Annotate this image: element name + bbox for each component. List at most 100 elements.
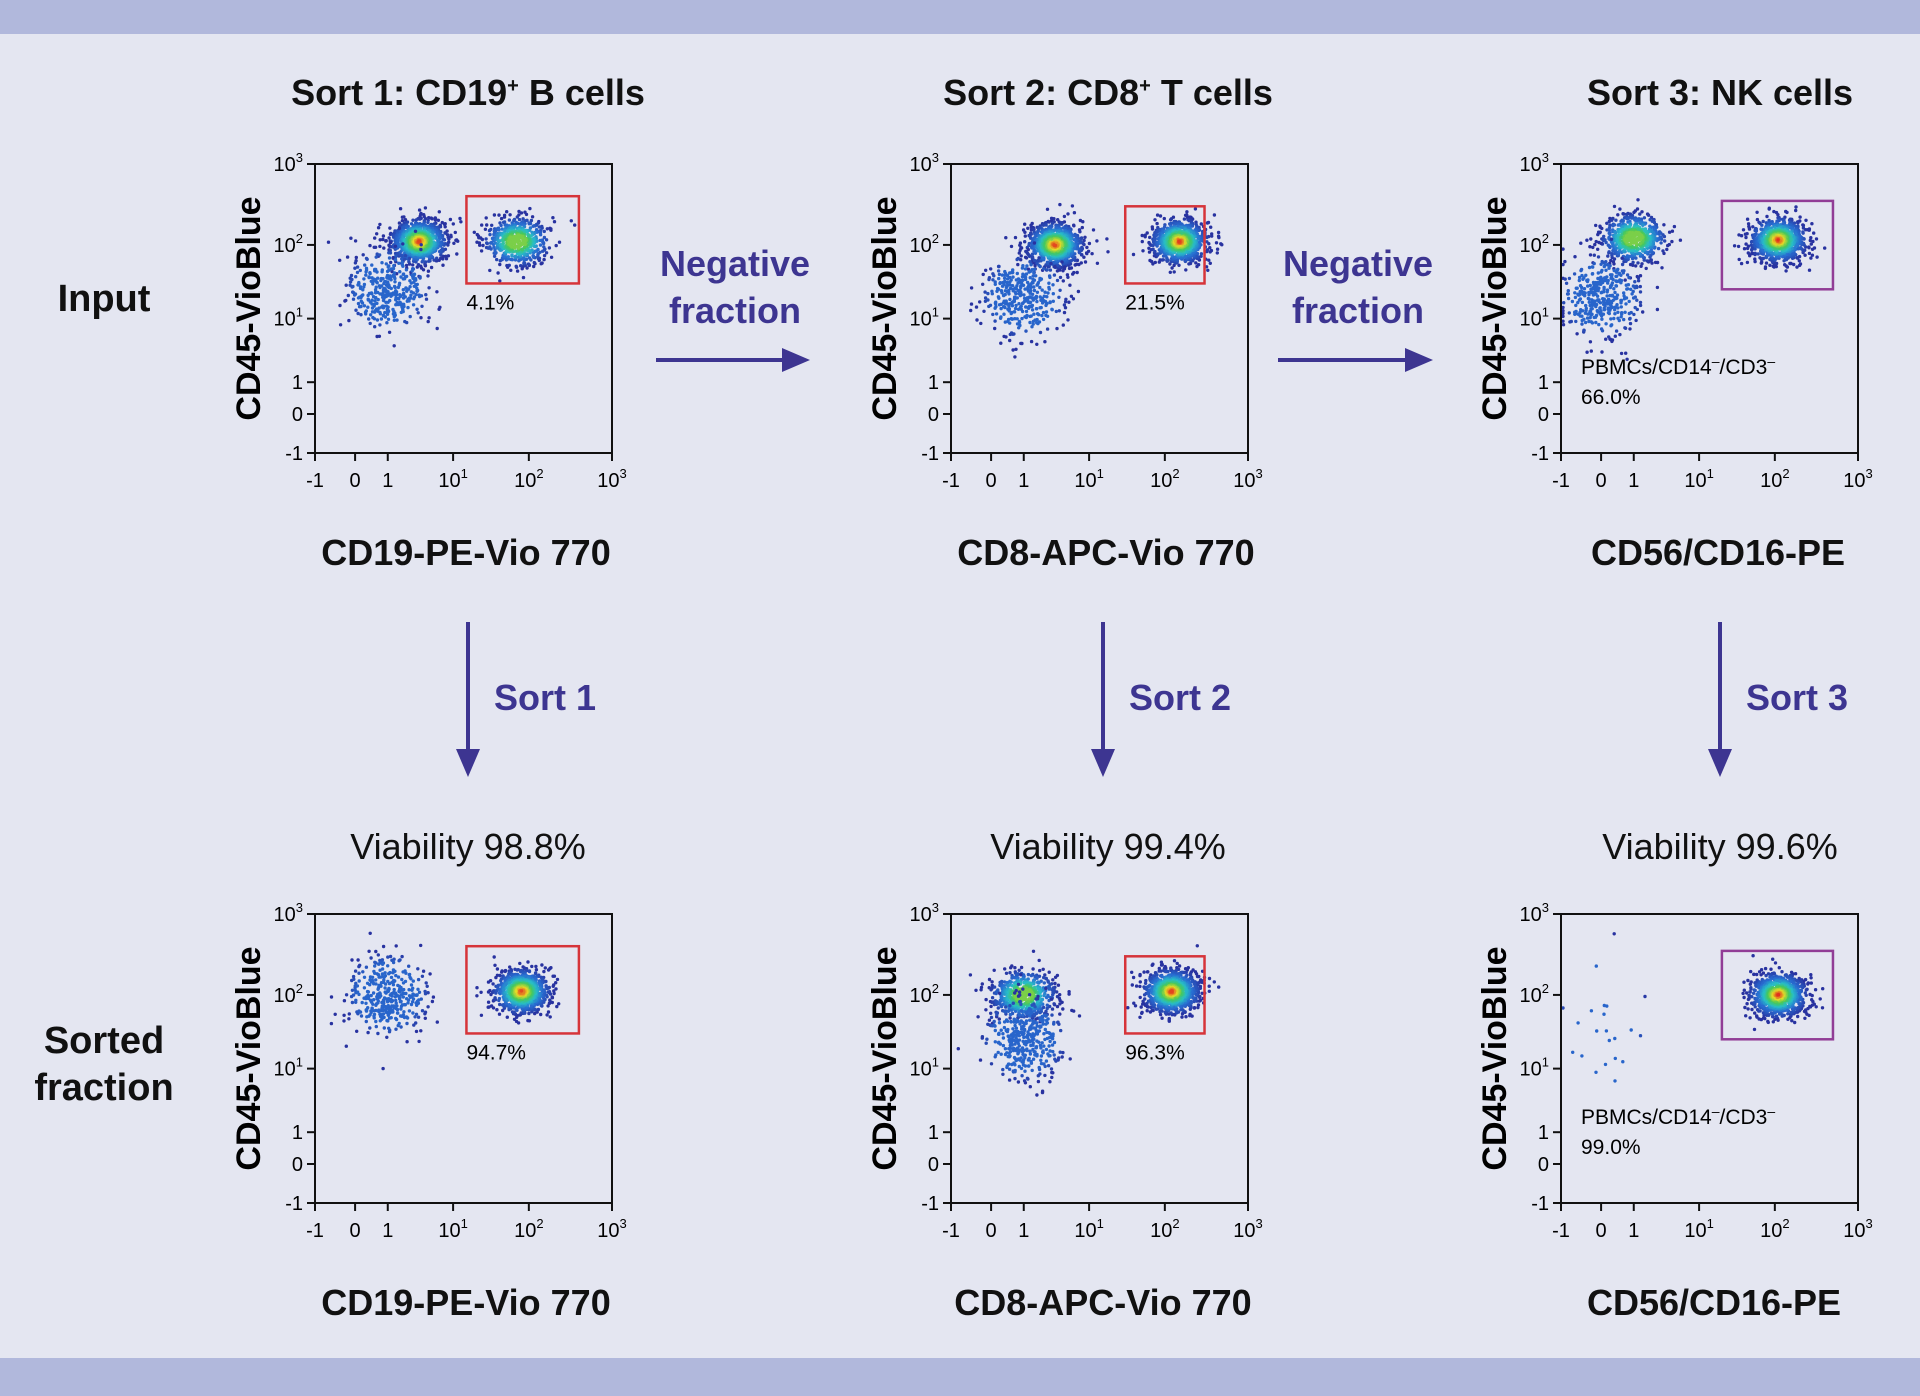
data-point: [1646, 213, 1651, 217]
data-point: [554, 243, 558, 248]
data-point: [1003, 305, 1007, 310]
data-point: [385, 269, 390, 274]
data-point: [1004, 285, 1009, 290]
x-tick-label: 101: [1074, 466, 1103, 492]
data-point: [510, 253, 514, 257]
data-point: [351, 284, 355, 289]
data-point: [1792, 262, 1796, 267]
data-point: [1746, 222, 1751, 226]
data-point: [1021, 283, 1026, 287]
data-point: [1084, 251, 1089, 255]
top-band: [0, 0, 1920, 34]
data-point: [364, 270, 368, 274]
data-point: [1634, 237, 1638, 241]
data-point: [359, 304, 363, 309]
data-point: [514, 264, 518, 268]
data-point: [1009, 244, 1014, 249]
data-point: [1648, 250, 1652, 254]
data-point: [532, 264, 536, 269]
data-point: [1607, 219, 1611, 224]
data-point: [1666, 243, 1670, 248]
data-point: [1783, 263, 1787, 267]
data-point: [1612, 204, 1617, 209]
x-tick-label: 102: [514, 466, 543, 492]
data-point: [1004, 236, 1008, 240]
data-point: [1208, 250, 1212, 254]
data-point: [1803, 253, 1807, 257]
data-point: [492, 254, 497, 258]
data-point: [392, 344, 396, 348]
data-point: [530, 230, 534, 235]
data-point: [417, 208, 422, 212]
data-point: [481, 243, 485, 248]
data-point: [389, 292, 393, 296]
data-point: [1055, 326, 1059, 331]
data-point: [429, 265, 434, 270]
data-point: [1607, 228, 1611, 232]
data-point: [1625, 240, 1629, 245]
x-tick-label: 0: [350, 470, 361, 492]
data-point: [387, 256, 392, 260]
data-point: [1003, 292, 1007, 297]
data-point: [500, 227, 504, 231]
data-point: [1072, 224, 1076, 228]
data-point: [997, 296, 1001, 300]
data-point: [1015, 317, 1019, 321]
data-point: [1030, 255, 1035, 259]
data-point: [376, 276, 380, 280]
data-point: [380, 261, 384, 265]
data-point: [1059, 222, 1064, 226]
data-point: [1650, 219, 1654, 223]
data-point: [1045, 268, 1049, 272]
data-point: [1066, 275, 1070, 279]
data-point: [1038, 295, 1042, 299]
data-point: [362, 282, 367, 287]
data-point: [1014, 303, 1018, 308]
data-point: [997, 264, 1001, 269]
data-point: [1155, 221, 1159, 226]
data-point: [1052, 273, 1057, 277]
data-point: [398, 207, 403, 211]
data-point: [368, 271, 372, 276]
data-point: [356, 301, 361, 306]
data-point: [1003, 273, 1007, 277]
data-point: [1010, 284, 1015, 288]
data-point: [1022, 293, 1026, 297]
data-point: [1027, 254, 1032, 258]
bottom-band: [0, 1358, 1920, 1396]
axes-frame: [314, 163, 613, 454]
data-point: [408, 279, 412, 283]
data-point: [1021, 278, 1025, 282]
data-point: [389, 260, 393, 265]
data-point: [1030, 308, 1035, 312]
data-point: [1032, 285, 1036, 289]
data-point: [454, 238, 458, 242]
data-point: [1087, 241, 1092, 246]
data-point: [359, 313, 363, 317]
data-point: [1598, 230, 1602, 234]
data-point: [1032, 241, 1037, 245]
data-point: [480, 237, 485, 242]
data-point: [1215, 251, 1219, 255]
data-point: [981, 272, 985, 277]
data-point: [1034, 307, 1039, 311]
data-point: [382, 304, 386, 308]
data-point: [1616, 213, 1620, 217]
data-point: [984, 268, 988, 272]
data-point: [1040, 313, 1044, 318]
data-point: [411, 303, 416, 307]
data-point: [1168, 270, 1172, 274]
data-point: [1006, 317, 1011, 322]
data-point: [1745, 217, 1750, 221]
data-point: [398, 293, 402, 297]
data-point: [1736, 244, 1741, 249]
data-point: [375, 281, 379, 285]
column-title-sort1: Sort 1: CD19+ B cells: [291, 72, 645, 113]
data-point: [986, 298, 990, 302]
data-point: [484, 237, 488, 241]
data-point: [1023, 287, 1027, 291]
data-point: [542, 253, 547, 258]
data-point: [1053, 264, 1057, 269]
data-point: [1048, 268, 1053, 272]
data-point: [1756, 252, 1760, 256]
